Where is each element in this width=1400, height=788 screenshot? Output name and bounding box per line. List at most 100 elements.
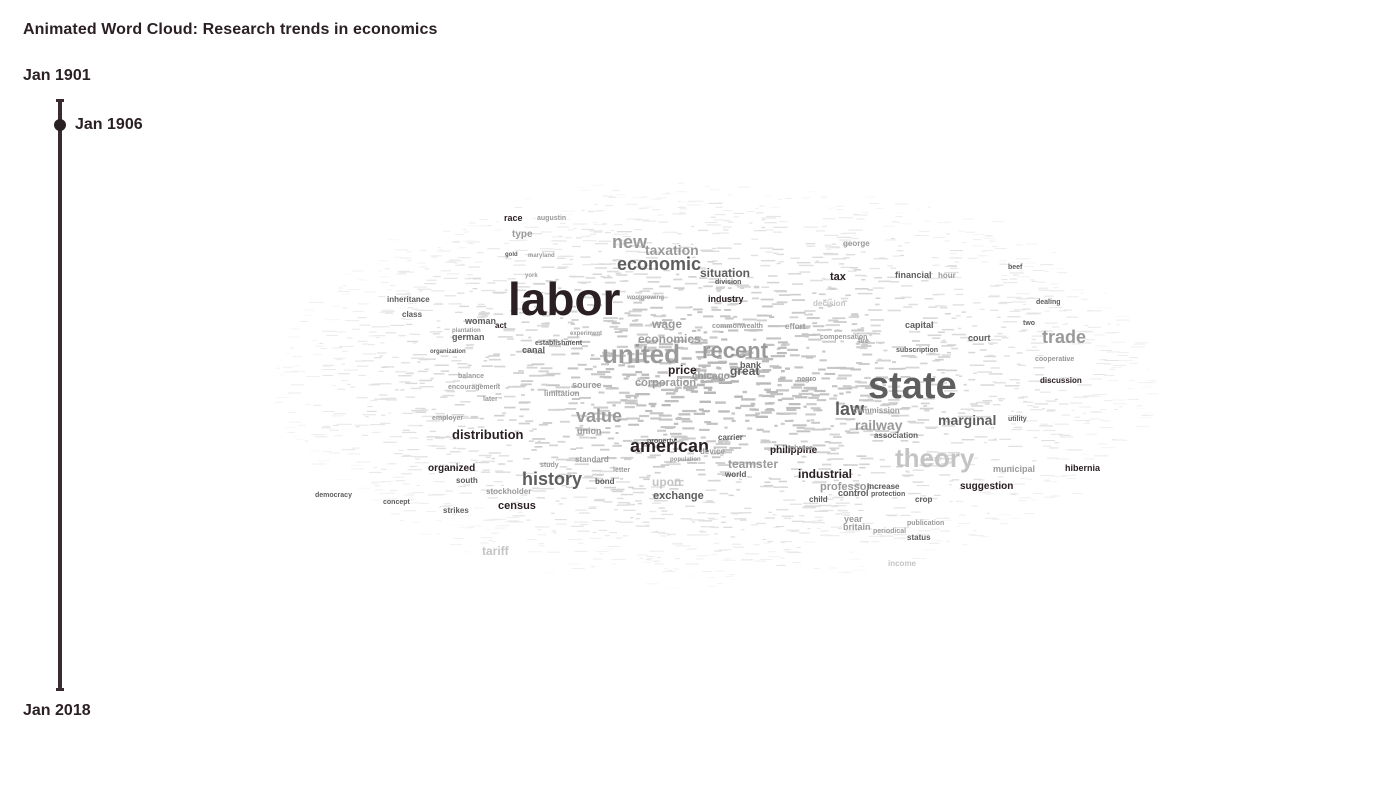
cloud-texture-mark xyxy=(289,347,295,349)
cloud-texture-mark xyxy=(472,383,478,386)
cloud-texture-mark xyxy=(551,456,559,459)
cloud-texture-mark xyxy=(974,457,979,459)
cloud-texture-mark xyxy=(696,356,706,359)
cloud-texture-mark xyxy=(658,532,668,534)
cloud-texture-mark xyxy=(784,551,799,553)
cloud-texture-mark xyxy=(318,460,330,462)
cloud-texture-mark xyxy=(803,502,819,504)
cloud-texture-mark xyxy=(831,243,837,245)
cloud-texture-mark xyxy=(713,542,720,544)
cloud-texture-mark xyxy=(374,398,390,400)
cloud-texture-mark xyxy=(764,343,775,346)
cloud-texture-mark xyxy=(813,409,821,412)
cloud-texture-mark xyxy=(936,517,950,519)
cloud-texture-mark xyxy=(827,452,839,455)
cloud-texture-mark xyxy=(517,239,527,241)
cloud-texture-mark xyxy=(708,281,721,283)
cloud-texture-mark xyxy=(727,438,733,440)
cloud-texture-mark xyxy=(635,291,643,294)
cloud-texture-mark xyxy=(854,492,869,494)
cloud-texture-mark xyxy=(833,479,839,482)
cloud-texture-mark xyxy=(642,521,650,523)
cloud-texture-mark xyxy=(371,481,386,483)
cloud-texture-mark xyxy=(777,384,782,387)
cloud-texture-mark xyxy=(468,242,474,244)
cloud-texture-mark xyxy=(537,440,541,443)
cloud-texture-mark xyxy=(773,226,788,228)
cloud-texture-mark xyxy=(942,382,948,384)
cloud-texture-mark xyxy=(981,261,988,263)
cloud-texture-mark xyxy=(556,267,566,269)
cloud-texture-mark xyxy=(828,319,839,322)
cloud-texture-mark xyxy=(912,511,921,513)
cloud-texture-mark xyxy=(352,311,364,313)
cloud-texture-mark xyxy=(1127,398,1140,400)
cloud-texture-mark xyxy=(491,457,496,460)
cloud-texture-mark xyxy=(332,305,340,307)
cloud-texture-mark xyxy=(848,229,863,231)
cloud-texture-mark xyxy=(611,563,617,565)
cloud-texture-mark xyxy=(635,371,643,374)
cloud-texture-mark xyxy=(463,320,477,322)
cloud-texture-mark xyxy=(715,286,726,289)
cloud-texture-mark xyxy=(1030,409,1043,411)
cloud-texture-mark xyxy=(859,463,870,466)
cloud-texture-mark xyxy=(784,419,793,422)
cloud-texture-mark xyxy=(728,494,734,497)
timeline-slider-handle[interactable] xyxy=(54,119,66,132)
cloud-texture-mark xyxy=(411,357,425,359)
cloud-texture-mark xyxy=(554,519,567,521)
cloud-texture-mark xyxy=(439,505,451,507)
cloud-texture-mark xyxy=(283,371,298,373)
cloud-texture-mark xyxy=(1028,380,1039,382)
cloud-texture-mark xyxy=(658,507,666,509)
cloud-texture-mark xyxy=(1001,279,1008,281)
cloud-texture-mark xyxy=(718,441,724,444)
cloud-texture-mark xyxy=(728,375,734,378)
cloud-texture-mark xyxy=(470,459,478,461)
cloud-texture-mark xyxy=(804,310,816,312)
cloud-texture-mark xyxy=(454,404,465,406)
cloud-texture-mark xyxy=(563,338,569,341)
cloud-texture-mark xyxy=(409,502,422,504)
cloud-texture-mark xyxy=(862,211,869,213)
cloud-texture-mark xyxy=(814,516,823,518)
cloud-texture-mark xyxy=(895,527,910,529)
cloud-texture-mark xyxy=(571,385,579,388)
timeline-slider-track[interactable] xyxy=(58,100,62,689)
cloud-texture-mark xyxy=(479,219,488,220)
cloud-texture-mark xyxy=(638,341,646,344)
cloud-texture-mark xyxy=(1009,310,1021,312)
cloud-texture-mark xyxy=(412,308,418,310)
cloud-texture-mark xyxy=(315,345,324,347)
cloud-texture-mark xyxy=(545,322,550,324)
cloud-texture-mark xyxy=(879,459,885,461)
cloud-texture-mark xyxy=(703,315,714,318)
cloud-texture-mark xyxy=(764,481,771,484)
cloud-texture-mark xyxy=(1018,330,1026,332)
cloud-texture-mark xyxy=(288,411,297,413)
cloud-texture-mark xyxy=(803,405,807,408)
cloud-texture-mark xyxy=(434,364,449,366)
cloud-texture-mark xyxy=(590,537,602,539)
cloud-texture-mark xyxy=(438,481,446,483)
cloud-texture-mark xyxy=(1024,266,1035,267)
cloud-texture-mark xyxy=(444,389,455,392)
cloud-texture-mark xyxy=(516,350,522,353)
cloud-texture-mark xyxy=(522,350,536,353)
cloud-texture-mark xyxy=(697,462,706,464)
cloud-texture-mark xyxy=(722,474,731,476)
cloud-texture-mark xyxy=(509,509,513,511)
cloud-texture-mark xyxy=(880,404,890,407)
cloud-texture-mark xyxy=(970,403,978,405)
cloud-texture-mark xyxy=(467,525,482,527)
cloud-texture-mark xyxy=(1068,449,1083,451)
cloud-texture-mark xyxy=(1100,447,1115,449)
cloud-texture-mark xyxy=(819,393,830,396)
cloud-texture-mark xyxy=(457,292,465,294)
cloud-texture-mark xyxy=(973,530,977,531)
cloud-texture-mark xyxy=(516,236,527,238)
cloud-texture-mark xyxy=(658,414,672,417)
cloud-texture-mark xyxy=(338,287,343,289)
cloud-word: study xyxy=(540,462,559,469)
